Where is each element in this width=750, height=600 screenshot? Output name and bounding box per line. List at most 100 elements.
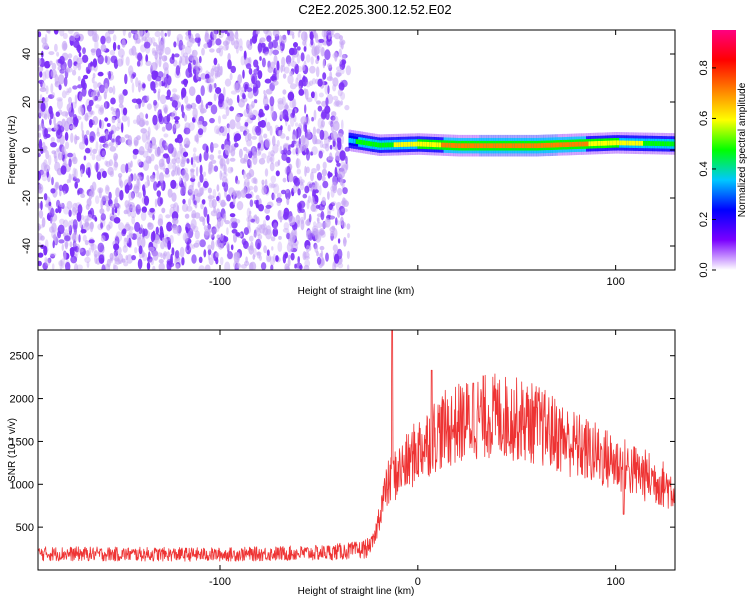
noise-blob xyxy=(294,63,300,75)
noise-blob xyxy=(270,183,277,188)
noise-blob xyxy=(163,173,171,178)
noise-blob xyxy=(82,189,85,195)
signal-band-cell xyxy=(583,141,587,147)
noise-blob xyxy=(81,107,84,117)
noise-blob xyxy=(328,203,333,211)
noise-blob xyxy=(253,233,257,238)
noise-blob xyxy=(64,141,70,150)
noise-blob xyxy=(72,234,77,241)
noise-blob xyxy=(40,235,45,241)
noise-blob xyxy=(137,52,143,62)
noise-blob xyxy=(98,188,102,199)
signal-band-cell xyxy=(483,143,487,149)
noise-blob xyxy=(200,73,207,80)
noise-blob xyxy=(212,83,216,90)
noise-blob xyxy=(65,67,71,73)
spectrogram-x-axis-label: Height of straight line (km) xyxy=(298,286,415,297)
signal-band-cell xyxy=(567,142,570,147)
noise-blob xyxy=(216,218,221,229)
noise-blob xyxy=(270,175,277,184)
noise-blob xyxy=(113,160,118,171)
signal-band-cell xyxy=(403,142,406,147)
colorbar: 0.0 0.2 0.4 0.6 0.8 Normalized spectral ampl… xyxy=(698,30,748,278)
noise-blob xyxy=(111,116,116,124)
noise-blob xyxy=(243,170,246,180)
signal-band-cell xyxy=(474,143,477,149)
noise-blob xyxy=(63,250,67,261)
signal-band-cell xyxy=(469,143,473,149)
signal-band-cell xyxy=(602,140,606,146)
noise-blob xyxy=(272,143,279,154)
noise-blob xyxy=(128,65,134,76)
noise-blob xyxy=(91,31,98,43)
noise-blob xyxy=(293,114,297,123)
noise-blob xyxy=(304,88,309,100)
signal-band-cell xyxy=(355,139,359,144)
noise-blob xyxy=(142,188,146,198)
noise-blob xyxy=(180,187,185,196)
noise-blob xyxy=(72,202,78,213)
noise-blob xyxy=(223,86,226,98)
noise-blob xyxy=(128,226,134,231)
noise-blob xyxy=(86,261,90,268)
noise-blob xyxy=(185,67,192,78)
noise-blob xyxy=(158,56,162,68)
noise-blob xyxy=(244,83,249,89)
noise-blob xyxy=(50,253,56,259)
noise-blob xyxy=(56,51,60,57)
noise-blob xyxy=(220,199,226,208)
noise-blob xyxy=(141,99,145,108)
noise-blob xyxy=(142,160,150,172)
noise-blob xyxy=(207,244,212,251)
noise-blob xyxy=(282,89,287,95)
noise-blob xyxy=(216,184,220,192)
noise-blob xyxy=(213,30,219,35)
noise-blob xyxy=(109,146,117,152)
signal-band-cell xyxy=(476,143,480,149)
noise-blob xyxy=(50,188,56,194)
noise-blob xyxy=(235,30,239,35)
noise-blob xyxy=(316,256,322,265)
noise-blob xyxy=(192,162,196,168)
noise-blob xyxy=(327,191,330,200)
noise-blob xyxy=(38,111,44,117)
noise-blob xyxy=(136,60,141,67)
noise-blob xyxy=(239,125,244,132)
noise-blob xyxy=(281,152,288,161)
noise-blob xyxy=(167,143,174,154)
noise-blob xyxy=(312,126,316,137)
noise-blob xyxy=(271,246,274,251)
noise-blob xyxy=(195,240,201,245)
signal-band-cell xyxy=(536,143,539,149)
noise-blob xyxy=(330,189,335,198)
noise-blob xyxy=(142,36,147,41)
noise-blob xyxy=(45,150,49,160)
signal-band-cell xyxy=(419,141,423,147)
noise-blob xyxy=(81,54,89,63)
noise-blob xyxy=(322,161,327,170)
y-tick-label: 0 xyxy=(21,147,33,153)
noise-blob xyxy=(218,93,225,104)
noise-blob xyxy=(316,163,321,171)
noise-blob xyxy=(104,184,110,195)
noise-blob xyxy=(93,95,99,101)
noise-blob xyxy=(119,136,126,143)
noise-blob xyxy=(154,70,159,78)
noise-blob xyxy=(312,181,320,192)
noise-blob xyxy=(316,217,320,222)
noise-blob xyxy=(39,94,43,101)
noise-blob xyxy=(156,169,160,181)
noise-blob xyxy=(155,123,159,131)
noise-blob xyxy=(288,172,294,183)
noise-blob xyxy=(308,213,312,223)
noise-blob xyxy=(340,40,344,50)
noise-blob xyxy=(224,220,230,225)
noise-blob xyxy=(38,57,42,66)
noise-blob xyxy=(72,232,76,242)
noise-blob xyxy=(278,235,282,240)
noise-blob xyxy=(199,153,202,163)
noise-blob xyxy=(157,218,164,227)
noise-blob xyxy=(315,204,320,209)
noise-blob xyxy=(113,198,117,205)
noise-blob xyxy=(282,109,289,120)
